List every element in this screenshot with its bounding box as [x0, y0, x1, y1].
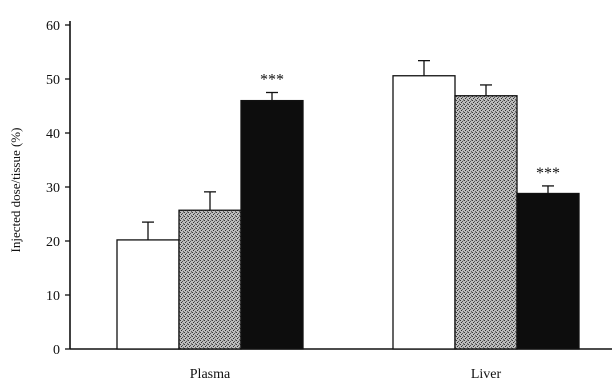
bar-plasma-1	[116, 239, 180, 350]
bar-liver-3	[516, 192, 580, 350]
x-tick-label: Liver	[471, 367, 502, 382]
plot-area: 0 10 20 30 40 50 60 Plasma Liver *** ***	[46, 19, 612, 382]
y-tick-label: 30	[46, 181, 60, 196]
bar-liver-1	[392, 75, 456, 350]
x-tick-label: Plasma	[190, 367, 231, 382]
y-axis-title-group: Injected dose/tissue (%)	[8, 128, 23, 253]
y-tick-label: 60	[46, 19, 60, 34]
significance-label: ***	[260, 72, 284, 89]
y-tick-label: 0	[53, 343, 60, 358]
significance-label: ***	[536, 165, 560, 182]
y-tick-label: 40	[46, 127, 60, 142]
y-tick-label: 20	[46, 235, 60, 250]
y-tick-label: 50	[46, 73, 60, 88]
y-axis-title: Injected dose/tissue (%)	[8, 128, 23, 253]
bar-plasma-3	[240, 99, 304, 350]
bar-plasma-2	[178, 209, 242, 350]
bar-liver-2	[454, 95, 518, 350]
y-tick-label: 10	[46, 289, 60, 304]
